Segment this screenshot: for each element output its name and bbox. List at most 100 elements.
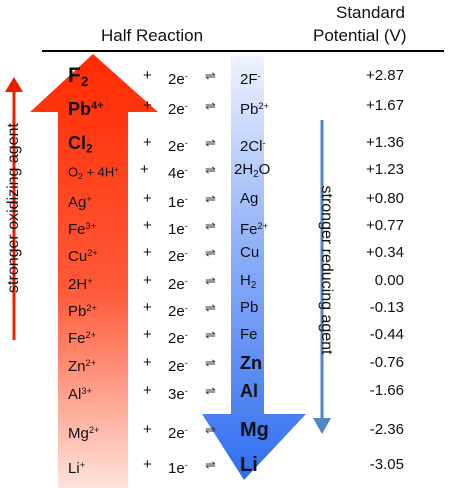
table-row: Fe2+ +2e- ⇌ Fe -0.44 [0,325,452,348]
equilibrium-arrow-icon: ⇌ [205,245,216,260]
plus-sign: + [143,190,152,207]
standard-potential: +0.80 [366,190,404,207]
electron-count: 2e [168,101,185,119]
plus-sign: + [143,217,152,234]
oxidant-charge: + [86,194,92,204]
electron-count: 2e [168,358,185,376]
electrons: 2e- [168,353,188,377]
oxidant-charge: 2+ [85,330,97,340]
electrons: 2e- [168,133,188,157]
reductant-symbol: Pb [240,101,259,119]
table-row: 2H+ +2e- ⇌ H2 0.00 [0,271,452,294]
oxidant-symbol: Pb [68,303,87,321]
reductant: 2Cl- [240,133,266,157]
electron-charge: - [184,138,188,148]
oxidant-charge: 4+ [91,100,104,112]
oxidant-symbol: Pb [68,99,92,120]
electron-charge: - [184,101,188,111]
reductant-symbol: H [240,272,251,289]
reductant: Mg [240,420,269,440]
oxidant: O2 + 4H+ [68,160,119,186]
electron-count: 2e [168,71,185,89]
header-half-reaction: Half Reaction [101,26,204,45]
table-row: Zn2+ +2e- ⇌ Zn -0.76 [0,353,452,375]
table-row: Ag+ +1e- ⇌ Ag +0.80 [0,189,452,212]
oxidant-subscript: 2 [86,142,93,156]
oxidant: Pb4+ [68,96,104,119]
oxidant-extra-charge: + [114,165,119,174]
reductant: 2H2O [234,160,270,185]
oxidant: Al3+ [68,381,92,405]
oxidant-subscript: 2 [78,170,83,181]
reductant: Zn [240,353,262,373]
oxidant-symbol: F [68,64,81,87]
reductant-symbol: Cu [240,244,260,261]
standard-potential: -0.13 [369,299,404,316]
electrons: 4e- [168,160,188,184]
reductant: H2 [240,271,256,296]
electron-count: 1e [168,194,185,212]
reductant-symbol: 2F [240,71,258,89]
oxidant-symbol: Cl [68,133,86,153]
oxidant: Ag+ [68,189,92,213]
electron-charge: - [184,303,188,313]
electron-count: 1e [168,221,185,239]
blue-down-arrow [202,56,306,480]
side-blue-arrow-head [313,418,331,434]
electron-count: 2e [168,303,185,321]
equilibrium-arrow-icon: ⇌ [205,457,216,472]
electrons: 1e- [168,216,188,240]
table-row: Fe3+ +1e- ⇌ Fe2+ +0.77 [0,216,452,238]
oxidant: Cl2 [68,133,93,160]
reductant-symbol: Fe [240,326,258,343]
standard-potential: -2.36 [369,421,404,438]
standard-potential: +2.87 [366,67,404,84]
standard-potential: +1.36 [366,134,404,151]
side-red-arrow-head [5,77,23,92]
reductant-symbol: Pb [240,299,259,316]
electron-charge: - [184,330,188,340]
standard-potential: -1.66 [369,382,404,399]
reductant: 2F- [240,66,261,90]
oxidant: Fe3+ [68,216,96,240]
oxidant-symbol: Fe [68,330,86,348]
electron-charge: - [184,165,188,175]
table-row: O2 + 4H+ +4e- ⇌ 2H2O +1.23 [0,160,452,182]
equilibrium-arrow-icon: ⇌ [205,355,216,370]
reductant-symbol: Mg [240,419,269,441]
oxidant: Li+ [68,455,85,479]
equilibrium-arrow-icon: ⇌ [205,422,216,437]
reductant-charge: - [262,138,266,148]
electron-count: 2e [168,330,185,348]
electron-charge: - [184,248,188,258]
plus-sign: + [143,244,152,261]
oxidant-charge: 3+ [85,221,97,231]
oxidant-symbol: Cu [68,248,88,266]
table-row: F2 +2e- ⇌ 2F- +2.87 [0,64,452,89]
electron-charge: - [184,358,188,368]
red-up-arrow [30,54,158,488]
electrons: 2e- [168,66,188,90]
oxidant-symbol: Al [68,386,82,404]
oxidant-charge: 2+ [85,358,97,368]
table-row: Mg2+ +2e- ⇌ Mg -2.36 [0,420,452,442]
electron-count: 4e [168,165,185,183]
standard-potential: +1.23 [366,161,404,178]
reductant: Li [240,455,258,475]
reductant-symbol: Ag [240,190,259,207]
oxidant: Cu2+ [68,243,98,267]
oxidant-symbol: 2H [68,276,88,294]
electrons: 2e- [168,325,188,349]
equilibrium-arrow-icon: ⇌ [205,383,216,398]
reductant-tail: O [258,161,271,178]
electrons: 2e- [168,271,188,295]
electron-charge: - [184,425,188,435]
table-row: Al3+ +3e- ⇌ Al -1.66 [0,381,452,403]
electron-charge: - [184,194,188,204]
oxidant: Pb2+ [68,298,97,322]
reductant-symbol: 2Cl [240,138,263,156]
equilibrium-arrow-icon: ⇌ [205,327,216,342]
table-row: Cu2+ +2e- ⇌ Cu +0.34 [0,243,452,265]
reductant-symbol: 2H [234,161,254,178]
table-row: Pb4+ +2e- ⇌ Pb2+ +1.67 [0,96,452,119]
